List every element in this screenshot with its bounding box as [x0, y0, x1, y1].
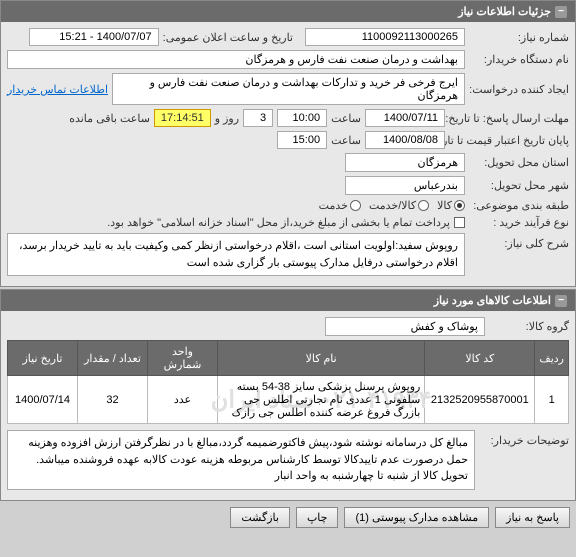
table-header-row: ردیف کد کالا نام کالا واحد شمارش تعداد /… [8, 341, 569, 376]
button-row: پاسخ به نیاز مشاهده مدارک پیوستی (1) چاپ… [0, 501, 576, 534]
items-table: ردیف کد کالا نام کالا واحد شمارش تعداد /… [7, 340, 569, 424]
items-header: − اطلاعات کالاهای مورد نیاز [1, 290, 575, 311]
cell-qty: 32 [78, 376, 148, 424]
need-info-body: شماره نیاز: 1100092113000265 تاریخ و ساع… [1, 22, 575, 286]
back-button[interactable]: بازگشت [230, 507, 290, 528]
need-info-panel: − جزئیات اطلاعات نیاز شماره نیاز: 110009… [0, 0, 576, 287]
radio-kk-circle [418, 200, 429, 211]
province-label: استان محل تحویل: [469, 156, 569, 169]
desc-value: روپوش سفید:اولویت استانی است ،اقلام درخو… [7, 233, 465, 276]
province-value: هرمزگان [345, 153, 465, 172]
contact-link[interactable]: اطلاعات تماس خریدار [7, 83, 108, 96]
items-panel: − اطلاعات کالاهای مورد نیاز گروه کالا: پ… [0, 289, 576, 501]
creator-label: ایجاد کننده درخواست: [469, 83, 569, 96]
items-title: اطلاعات کالاهای مورد نیاز [434, 294, 551, 307]
buyer-value: بهداشت و درمان صنعت نفت فارس و هرمزگان [7, 50, 465, 69]
cell-code: 2132520955870001 [425, 376, 535, 424]
group-value: پوشاک و کفش [325, 317, 485, 336]
deadline-date: 1400/07/11 [365, 109, 445, 127]
cell-unit: عدد [148, 376, 218, 424]
creator-value: ایرج فرخی فر خرید و تدارکات بهداشت و درم… [112, 73, 465, 105]
need-info-title: جزئیات اطلاعات نیاز [458, 5, 551, 18]
th-name: نام کالا [218, 341, 425, 376]
need-no-value: 1100092113000265 [305, 28, 465, 46]
desc-label: شرح کلی نیاز: [469, 233, 569, 250]
deadline-time-label: ساعت [331, 112, 361, 125]
deadline-time: 10:00 [277, 109, 327, 127]
validity-label: پایان تاریخ اعتبار قیمت تا تاریخ: [449, 134, 569, 147]
radio-kala-label: کالا [437, 199, 452, 212]
table-row: 1 2132520955870001 ۰۲۱-۴۱۹۳۴ ستاد ایران … [8, 376, 569, 424]
cell-idx: 1 [535, 376, 569, 424]
city-label: شهر محل تحویل: [469, 179, 569, 192]
buyer-label: نام دستگاه خریدار: [469, 53, 569, 66]
group-label: گروه کالا: [489, 320, 569, 333]
th-qty: تعداد / مقدار [78, 341, 148, 376]
respond-button[interactable]: پاسخ به نیاز [495, 507, 570, 528]
announce-value: 1400/07/07 - 15:21 [29, 28, 159, 46]
cell-date: 1400/07/14 [8, 376, 78, 424]
process-checkbox[interactable] [454, 217, 465, 228]
countdown-timer: 17:14:51 [154, 109, 211, 127]
radio-khadamat[interactable]: خدمت [319, 199, 361, 212]
radio-kh-label: خدمت [319, 199, 348, 212]
day-count: 3 [243, 109, 273, 127]
day-label: روز و [215, 112, 239, 125]
city-value: بندرعباس [345, 176, 465, 195]
radio-kala-khadamat[interactable]: کالا/خدمت [369, 199, 429, 212]
radio-kala-circle [454, 200, 465, 211]
announce-label: تاریخ و ساعت اعلان عمومی: [163, 31, 293, 44]
validity-time-label: ساعت [331, 134, 361, 147]
remaining-label: ساعت باقی مانده [69, 112, 150, 125]
process-note: پرداخت تمام یا بخشی از مبلغ خرید،از محل … [107, 216, 450, 229]
th-date: تاریخ نیاز [8, 341, 78, 376]
collapse-icon-2[interactable]: − [555, 295, 567, 307]
collapse-icon[interactable]: − [555, 6, 567, 18]
need-info-header: − جزئیات اطلاعات نیاز [1, 1, 575, 22]
validity-date: 1400/08/08 [365, 131, 445, 149]
th-unit: واحد شمارش [148, 341, 218, 376]
attachments-button[interactable]: مشاهده مدارک پیوستی (1) [344, 507, 489, 528]
category-radio-group: کالا کالا/خدمت خدمت [319, 199, 465, 212]
radio-kh-circle [350, 200, 361, 211]
deadline-label: مهلت ارسال پاسخ: تا تاریخ: [449, 112, 569, 125]
category-label: طبقه بندی موضوعی: [469, 199, 569, 212]
items-body: گروه کالا: پوشاک و کفش ردیف کد کالا نام … [1, 311, 575, 500]
th-code: کد کالا [425, 341, 535, 376]
process-label: نوع فرآیند خرید : [469, 216, 569, 229]
buyer-notes-value: مبالغ کل درسامانه نوشته شود،پیش فاکتورضم… [7, 430, 475, 490]
items-table-wrapper: ردیف کد کالا نام کالا واحد شمارش تعداد /… [7, 340, 569, 424]
cell-name: ۰۲۱-۴۱۹۳۴ ستاد ایران روپوش پرسنل پزشکی س… [218, 376, 425, 424]
print-button[interactable]: چاپ [296, 507, 339, 528]
radio-kala[interactable]: کالا [437, 199, 465, 212]
need-no-label: شماره نیاز: [469, 31, 569, 44]
radio-kk-label: کالا/خدمت [369, 199, 416, 212]
buyer-notes-label: توضیحات خریدار: [479, 430, 569, 447]
th-idx: ردیف [535, 341, 569, 376]
validity-time: 15:00 [277, 131, 327, 149]
